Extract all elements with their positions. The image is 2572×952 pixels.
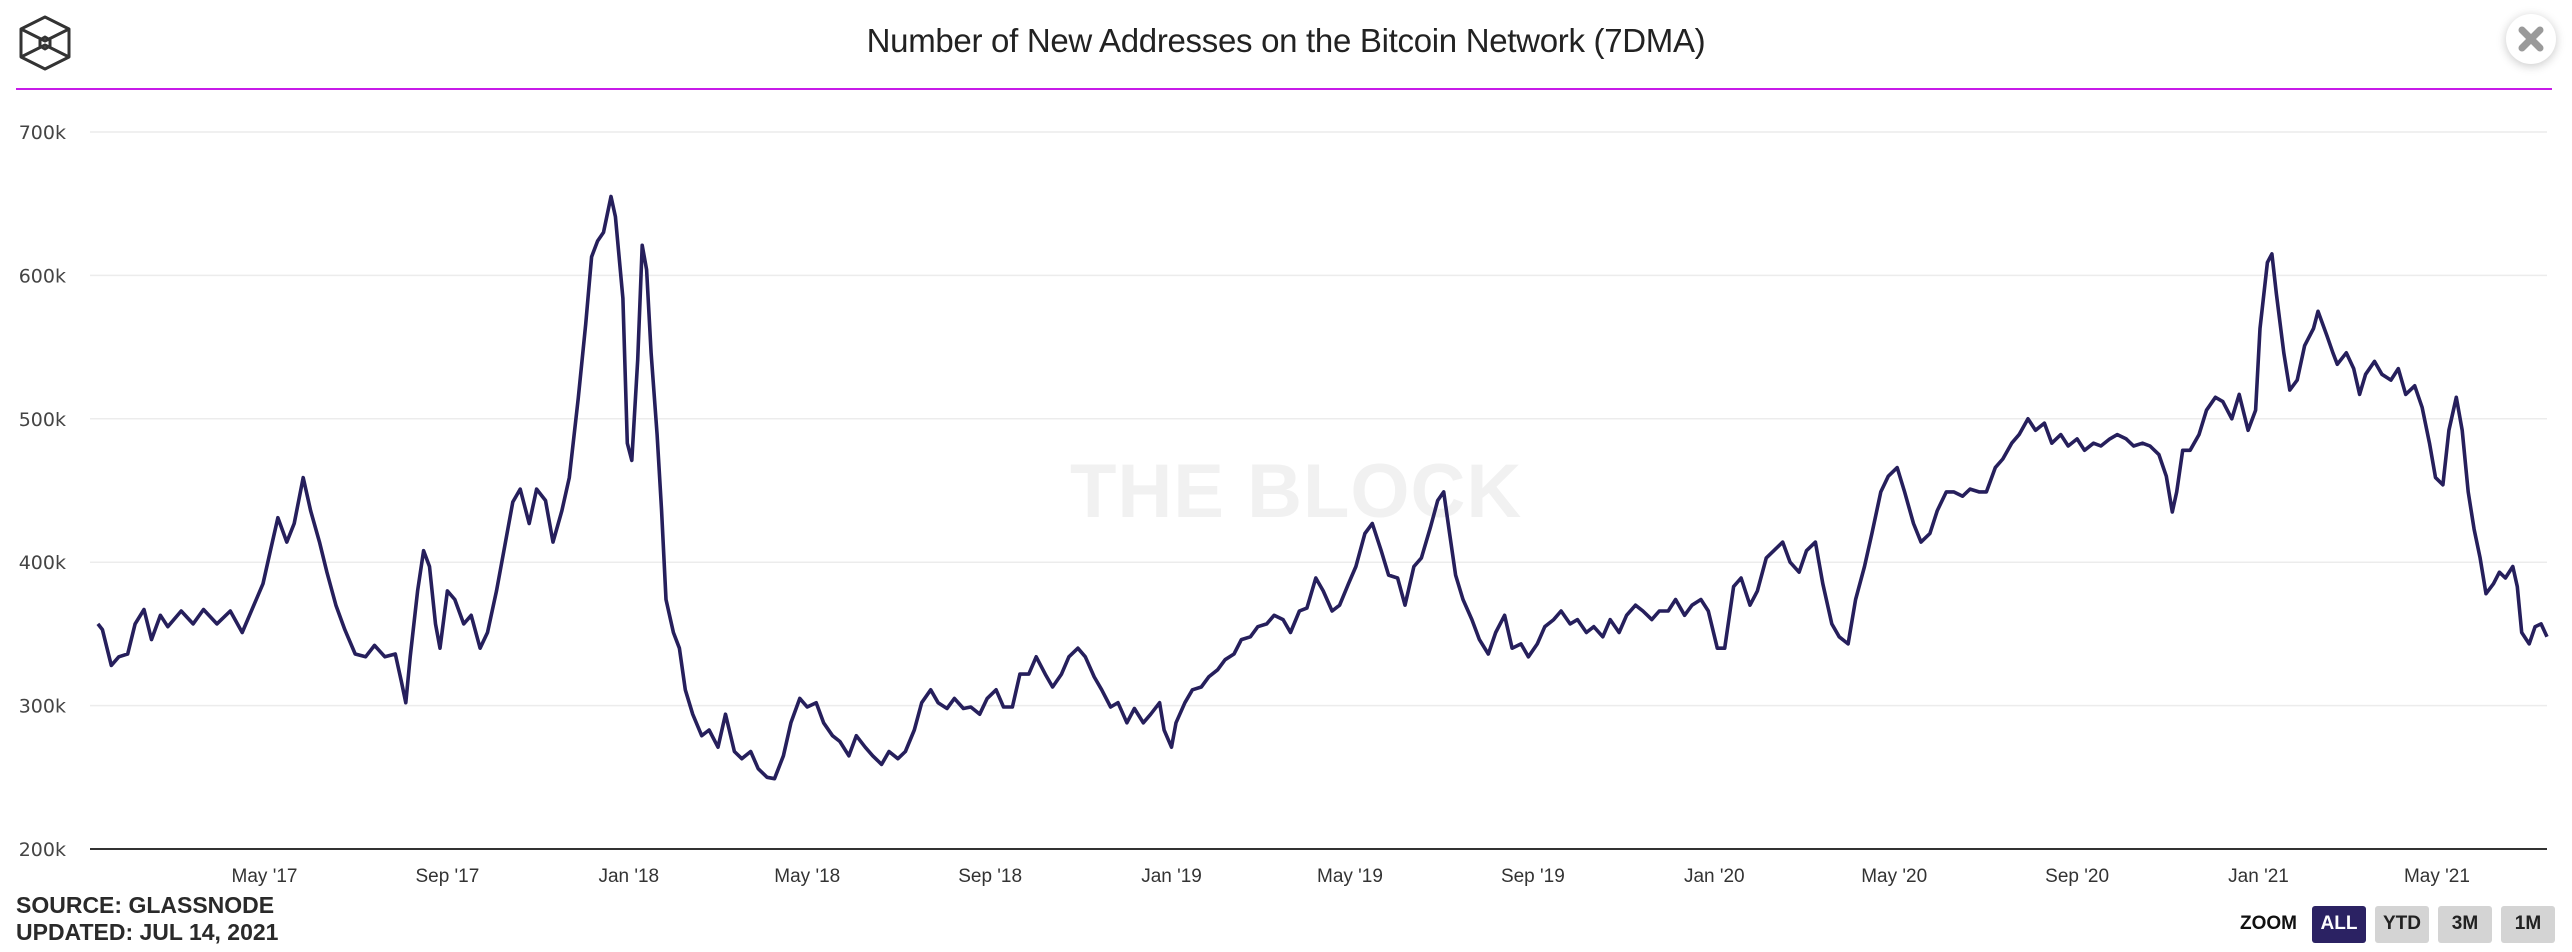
gridlines	[90, 131, 2547, 707]
x-tick-label: May '18	[774, 866, 840, 887]
zoom-1m-button[interactable]: 1M	[2501, 905, 2555, 943]
series-line-new-addresses	[96, 194, 2549, 781]
x-tick-label: Sep '19	[1501, 866, 1565, 887]
y-tick-label: 600k	[19, 265, 66, 287]
zoom-controls: ZOOM ALL YTD 3M 1M	[2240, 905, 2555, 943]
y-tick-label: 400k	[19, 552, 66, 574]
close-button[interactable]	[2506, 14, 2556, 64]
x-tick-label: Jan '21	[2228, 866, 2289, 887]
y-axis-ticks: 200k 300k 400k 500k 600k 700k	[19, 122, 66, 861]
chart-title: Number of New Addresses on the Bitcoin N…	[866, 22, 1706, 59]
x-tick-label: Sep '17	[415, 866, 479, 887]
x-tick-label: May '20	[1861, 866, 1927, 887]
updated-label: UPDATED: JUL 14, 2021	[16, 919, 279, 945]
zoom-all-button[interactable]: ALL	[2312, 905, 2366, 943]
y-tick-label: 500k	[19, 409, 66, 431]
header-divider	[16, 88, 2552, 90]
x-tick-label: May '21	[2404, 866, 2470, 887]
close-icon	[2518, 26, 2544, 52]
source-note: SOURCE: GLASSNODE UPDATED: JUL 14, 2021	[16, 892, 278, 946]
x-tick-label: Jan '18	[598, 866, 659, 887]
y-tick-label: 300k	[19, 696, 66, 718]
cube-logo-icon	[19, 15, 71, 71]
x-tick-label: Jan '19	[1141, 866, 1202, 887]
zoom-label: ZOOM	[2240, 913, 2297, 934]
x-tick-label: Sep '18	[958, 866, 1022, 887]
x-tick-label: May '19	[1317, 866, 1383, 887]
zoom-3m-button[interactable]: 3M	[2438, 905, 2492, 943]
y-tick-label: 700k	[19, 122, 66, 144]
x-tick-label: May '17	[232, 866, 298, 887]
x-tick-label: Jan '20	[1684, 866, 1745, 887]
x-tick-label: Sep '20	[2045, 866, 2109, 887]
the-block-logo	[16, 14, 74, 72]
zoom-ytd-button[interactable]: YTD	[2375, 905, 2429, 943]
source-label: SOURCE: GLASSNODE	[16, 892, 275, 918]
x-axis-ticks: May '17 Sep '17 Jan '18 May '18 Sep '18 Jan '…	[232, 866, 2470, 887]
y-tick-label: 200k	[19, 839, 66, 861]
